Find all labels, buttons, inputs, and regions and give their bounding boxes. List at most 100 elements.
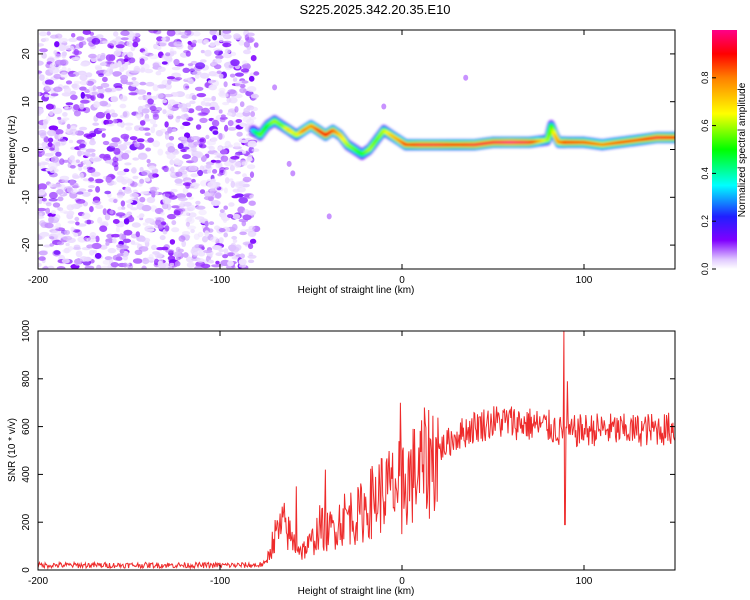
heatmap-noise-blob xyxy=(208,145,215,151)
heatmap-noise-blob xyxy=(77,223,87,227)
heatmap-noise-blob xyxy=(239,87,247,94)
heatmap-noise-blob xyxy=(144,177,151,182)
heatmap-noise-blob xyxy=(218,132,223,140)
heatmap-noise-blob xyxy=(162,197,172,205)
heatmap-noise-blob xyxy=(119,249,125,254)
heatmap-noise-blob xyxy=(70,226,75,232)
heatmap-noise-blob xyxy=(239,139,249,143)
heatmap-noise-blob xyxy=(135,113,143,119)
heatmap-noise-blob xyxy=(214,192,222,199)
heatmap-noise-blob xyxy=(161,36,167,42)
heatmap-noise-blob xyxy=(192,70,202,76)
heatmap-noise-blob xyxy=(233,142,241,148)
heatmap-noise-blob xyxy=(226,252,235,257)
heatmap-noise-blob xyxy=(218,109,223,114)
heatmap-noise-blob xyxy=(92,85,97,91)
heatmap-noise-blob xyxy=(185,77,193,81)
heatmap-noise-blob xyxy=(58,37,69,44)
heatmap-noise-blob xyxy=(242,150,247,154)
heatmap-noise-blob xyxy=(247,38,254,44)
heatmap-noise-blob xyxy=(245,228,255,233)
heatmap-noise-blob xyxy=(144,132,151,136)
heatmap-noise-blob xyxy=(151,95,158,100)
heatmap-noise-blob xyxy=(43,265,49,269)
heatmap-noise-blob xyxy=(249,116,257,120)
heatmap-noise-blob xyxy=(111,233,121,238)
heatmap-xtick-label: 0 xyxy=(399,275,405,286)
heatmap-noise-blob xyxy=(52,107,63,115)
heatmap-noise-blob xyxy=(139,58,145,65)
heatmap-noise-blob xyxy=(89,140,96,146)
heatmap-noise-blob xyxy=(95,111,105,119)
heatmap-noise-blob xyxy=(148,30,158,34)
heatmap-noise-blob xyxy=(171,66,181,71)
heatmap-noise-blob xyxy=(463,74,469,81)
heatmap-noise-blob xyxy=(151,191,156,198)
heatmap-noise-blob xyxy=(68,37,78,43)
heatmap-noise-blob xyxy=(117,144,128,151)
heatmap-noise-blob xyxy=(174,178,183,184)
heatmap-noise-blob xyxy=(72,175,81,179)
heatmap-noise-blob xyxy=(115,44,125,49)
heatmap-noise-blob xyxy=(79,126,88,131)
heatmap-noise-blob xyxy=(142,222,149,226)
heatmap-noise-blob xyxy=(220,114,226,118)
heatmap-noise-blob xyxy=(67,220,76,224)
heatmap-noise-blob xyxy=(41,197,47,202)
heatmap-noise-blob xyxy=(79,86,87,91)
heatmap-noise-blob xyxy=(203,249,213,254)
heatmap-noise-blob xyxy=(97,217,103,224)
heatmap-ytick-label: 10 xyxy=(21,96,32,108)
heatmap-noise-blob xyxy=(44,222,54,229)
heatmap-noise-blob xyxy=(60,71,68,79)
heatmap-noise-blob xyxy=(94,252,102,259)
heatmap-noise-blob xyxy=(44,79,54,85)
heatmap-noise-blob xyxy=(91,242,102,250)
heatmap-noise-blob xyxy=(102,208,107,216)
heatmap-noise-blob xyxy=(219,116,228,120)
heatmap-noise-blob xyxy=(166,152,176,160)
heatmap-noise-blob xyxy=(90,95,95,101)
heatmap-noise-blob xyxy=(214,50,219,56)
heatmap-noise-blob xyxy=(167,146,176,153)
heatmap-noise-blob xyxy=(132,175,139,180)
heatmap-noise-blob xyxy=(164,191,175,198)
heatmap-noise-blob xyxy=(152,140,161,148)
heatmap-noise-blob xyxy=(223,187,228,194)
heatmap-noise-blob xyxy=(165,52,171,57)
heatmap-noise-blob xyxy=(124,186,132,192)
heatmap-noise-blob xyxy=(136,89,147,95)
heatmap-noise-blob xyxy=(200,155,207,163)
heatmap-noise-blob xyxy=(123,141,133,146)
heatmap-noise-blob xyxy=(112,254,121,261)
heatmap-noise-blob xyxy=(147,137,155,143)
heatmap-noise-blob xyxy=(105,113,111,120)
heatmap-noise-blob xyxy=(224,48,231,54)
heatmap-noise-blob xyxy=(230,180,236,188)
heatmap-noise-blob xyxy=(241,64,249,69)
heatmap-noise-blob xyxy=(73,104,80,111)
heatmap-noise-blob xyxy=(148,54,159,60)
heatmap-noise-blob xyxy=(72,229,81,233)
heatmap-noise-blob xyxy=(139,196,146,203)
heatmap-noise-blob xyxy=(159,128,167,134)
heatmap-noise-blob xyxy=(83,133,92,138)
heatmap-noise-blob xyxy=(239,101,245,108)
heatmap-noise-blob xyxy=(199,72,210,79)
heatmap-noise-blob xyxy=(199,117,208,123)
heatmap-noise-blob xyxy=(169,239,176,245)
heatmap-noise-blob xyxy=(239,231,247,236)
heatmap-noise-blob xyxy=(232,238,238,243)
heatmap-noise-blob xyxy=(130,168,137,174)
heatmap-noise-blob xyxy=(73,232,79,237)
heatmap-noise-blob xyxy=(56,266,66,269)
heatmap-noise-blob xyxy=(140,63,150,71)
heatmap-noise-blob xyxy=(69,90,77,95)
heatmap-noise-blob xyxy=(222,34,232,40)
heatmap-noise-blob xyxy=(101,40,109,45)
heatmap-noise-blob xyxy=(228,108,237,114)
heatmap-noise-blob xyxy=(45,168,53,172)
heatmap-noise-blob xyxy=(188,212,197,218)
heatmap-noise-blob xyxy=(119,66,125,73)
